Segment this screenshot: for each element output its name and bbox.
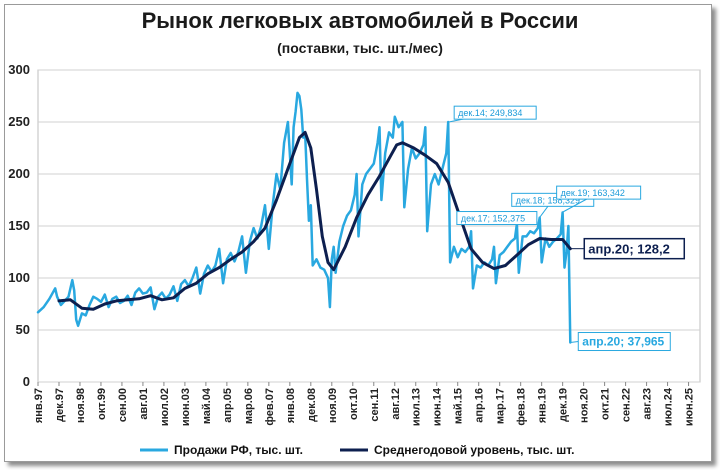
x-tick-label: июл.02 [159, 388, 171, 426]
x-tick-label: июн.03 [180, 388, 192, 426]
x-tick-label: июл.13 [411, 388, 423, 426]
callout-label: апр.20; 37,965 [582, 335, 664, 349]
x-tick-label: окт.99 [96, 388, 108, 420]
y-tick-label: 250 [8, 114, 30, 129]
x-tick-label: дек.97 [54, 388, 66, 422]
x-tick-label: авг.12 [390, 388, 402, 420]
chart-subtitle: (поставки, тыс. шт./мес) [277, 40, 443, 56]
y-tick-label: 50 [16, 322, 30, 337]
x-tick-label: авг.01 [138, 388, 150, 420]
y-tick-label: 150 [8, 218, 30, 233]
x-tick-label: апр.16 [474, 388, 486, 423]
y-tick-label: 300 [8, 62, 30, 77]
x-tick-label: фев.18 [516, 388, 528, 426]
x-tick-label: ноя.09 [327, 388, 339, 423]
callout-leader [570, 341, 579, 344]
y-tick-label: 200 [8, 166, 30, 181]
x-tick-label: сен.22 [621, 388, 633, 422]
x-tick-label: янв.19 [537, 388, 549, 423]
callout-label: апр.20; 128,2 [588, 242, 670, 257]
y-tick-label: 0 [23, 374, 30, 389]
legend-label: Среднегодовой уровень, тыс. шт. [374, 443, 574, 457]
callout-label: дек.17; 152,375 [461, 214, 525, 224]
x-tick-label: июл.24 [663, 387, 675, 426]
callout-box [453, 105, 537, 120]
x-tick-label: мар.17 [495, 388, 507, 424]
x-tick-label: авг.23 [642, 388, 654, 420]
sales-series-line [36, 91, 572, 344]
x-tick-label: сен.00 [117, 388, 129, 422]
x-tick-label: июн.14 [432, 387, 444, 426]
x-tick-label: ноя.20 [579, 388, 591, 423]
callout-box [583, 237, 686, 260]
x-tick-label: ноя.98 [75, 388, 87, 423]
legend-label: Продажи РФ, тыс. шт. [174, 443, 303, 457]
x-tick-label: окт.10 [348, 388, 360, 420]
callout-label: дек.18; 158,329 [516, 195, 580, 205]
callout-label: дек.19; 163,342 [561, 188, 625, 198]
x-tick-label: окт.21 [600, 388, 612, 420]
x-tick-label: янв.97 [33, 388, 45, 423]
callout-box [577, 332, 671, 352]
x-tick-label: мар.06 [243, 388, 255, 424]
x-tick-label: дек.19 [558, 388, 570, 422]
y-tick-label: 100 [8, 270, 30, 285]
callout-box [456, 211, 538, 226]
callout-label: дек.14; 249,834 [458, 108, 522, 118]
callout-box [556, 185, 642, 200]
x-tick-label: янв.08 [285, 388, 297, 423]
annual-average-series-line [57, 130, 572, 311]
x-tick-label: май.15 [453, 388, 465, 424]
x-tick-label: июн.25 [684, 388, 696, 426]
x-tick-label: апр.05 [222, 388, 234, 423]
chart-title: Рынок легковых автомобилей в России [141, 8, 579, 33]
x-tick-label: май.04 [201, 387, 213, 424]
x-tick-label: дек.08 [306, 388, 318, 422]
x-tick-label: сен.11 [369, 388, 381, 422]
x-tick-label: фев.07 [264, 388, 276, 426]
